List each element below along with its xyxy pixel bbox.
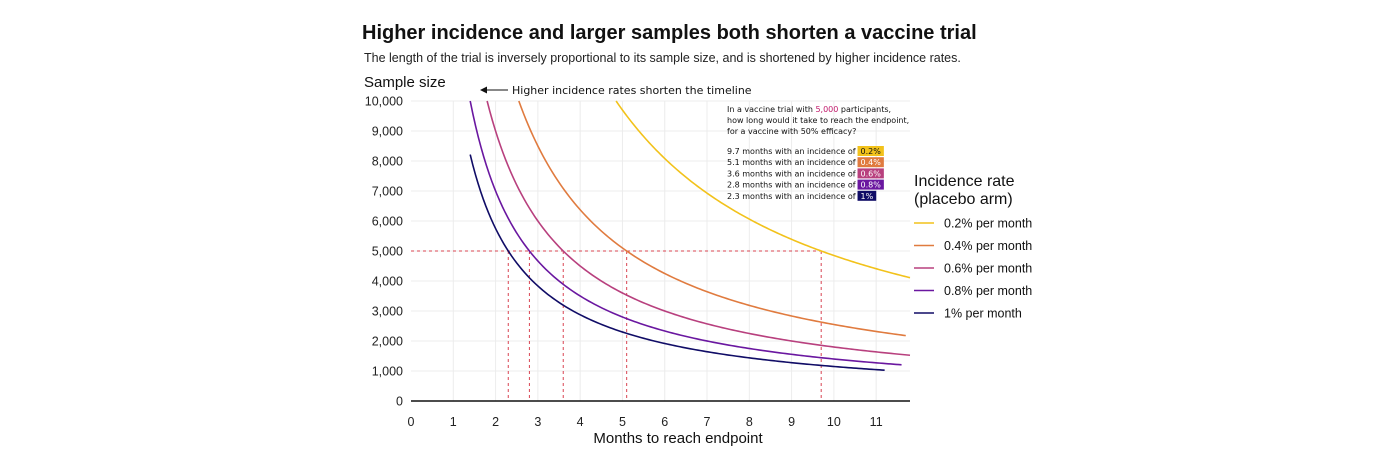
annotation-answers: 9.7 months with an incidence of 0.2% 5.1 m… [727,146,884,201]
chart-title: Higher incidence and larger samples both… [362,22,977,44]
y-tick-label: 2,000 [372,335,403,349]
annotation-answer-badge [857,168,884,179]
legend-label: 1% per month [944,307,1022,321]
arrow-annotation-text: Higher incidence rates shorten the timel… [512,84,752,97]
y-tick-label: 1,000 [372,365,403,379]
annotation-question-line3: for a vaccine with 50% efficacy? [727,127,856,136]
x-tick-label: 4 [577,415,584,429]
y-tick-label: 7,000 [372,185,403,199]
series-line [486,100,911,357]
annotation-answer-badge [857,179,884,190]
y-tick-label: 5,000 [372,245,403,259]
chart-subtitle: The length of the trial is inversely pro… [364,51,961,65]
series-line [469,100,902,366]
x-tick-label: 0 [408,415,415,429]
legend: 0.2% per month 0.4% per month 0.6% per mon… [914,217,1032,321]
legend-label: 0.4% per month [944,239,1032,253]
y-axis-ticks: 0 1,000 2,000 3,000 4,000 5,000 6,000 7,000 8,00… [365,95,403,409]
y-tick-label: 6,000 [372,215,403,229]
annotation-answer-badge-text: 0.2% [861,147,882,156]
y-tick-label: 10,000 [365,95,403,109]
y-tick-label: 9,000 [372,125,403,139]
y-tick-label: 4,000 [372,275,403,289]
annotation-answer-text: 3.6 months with an incidence of [727,169,856,178]
annotation-answer-badge-text: 0.8% [861,181,882,190]
annotation-question-suffix: participants, [838,105,891,114]
incidence-arrow [480,86,508,94]
x-tick-label: 8 [746,415,753,429]
annotation-answer-badge [857,146,884,156]
x-tick-label: 3 [534,415,541,429]
legend-title-line2: (placebo arm) [914,191,1013,208]
annotation-question-highlight: 5,000 [815,105,838,114]
annotation-answer-badge [857,157,884,168]
x-tick-label: 11 [870,415,883,429]
x-axis-ticks: 0 1 2 3 4 5 6 7 8 9 10 11 [408,415,883,429]
annotation-answer-text: 2.3 months with an incidence of [727,192,856,201]
annotation-answer-badge-text: 0.6% [861,169,882,178]
legend-title-line1: Incidence rate [914,173,1015,190]
y-axis-title: Sample size [364,74,446,91]
x-tick-label: 1 [450,415,457,429]
legend-label: 0.2% per month [944,217,1032,231]
x-tick-label: 2 [492,415,499,429]
annotation-answer-text: 5.1 months with an incidence of [727,158,856,167]
y-tick-label: 3,000 [372,305,403,319]
annotation-question-line2: how long would it take to reach the endp… [727,116,909,125]
x-tick-label: 6 [661,415,668,429]
arrow-left-icon [480,86,487,94]
x-tick-label: 9 [788,415,795,429]
series-line [615,100,911,279]
y-tick-label: 0 [396,395,403,409]
legend-label: 0.6% per month [944,262,1032,276]
x-tick-label: 10 [827,415,841,429]
x-axis-title: Months to reach endpoint [593,430,763,447]
annotation-question-line1: In a vaccine trial with 5,000 participan… [727,105,891,114]
annotation-answer-text: 2.8 months with an incidence of [727,181,856,190]
x-tick-label: 7 [704,415,711,429]
annotation-question-prefix: In a vaccine trial with [727,105,815,114]
x-tick-label: 5 [619,415,626,429]
series-line [469,154,885,371]
reference-lines [411,250,822,401]
annotation-answer-badge-text: 1% [861,192,874,201]
annotation-answer-badge [857,190,877,201]
series-lines [469,100,911,371]
legend-label: 0.8% per month [944,284,1032,298]
series-line [518,100,906,337]
annotation-answer-text: 9.7 months with an incidence of [727,147,856,156]
y-tick-label: 8,000 [372,155,403,169]
annotation-answer-badge-text: 0.4% [861,158,882,167]
